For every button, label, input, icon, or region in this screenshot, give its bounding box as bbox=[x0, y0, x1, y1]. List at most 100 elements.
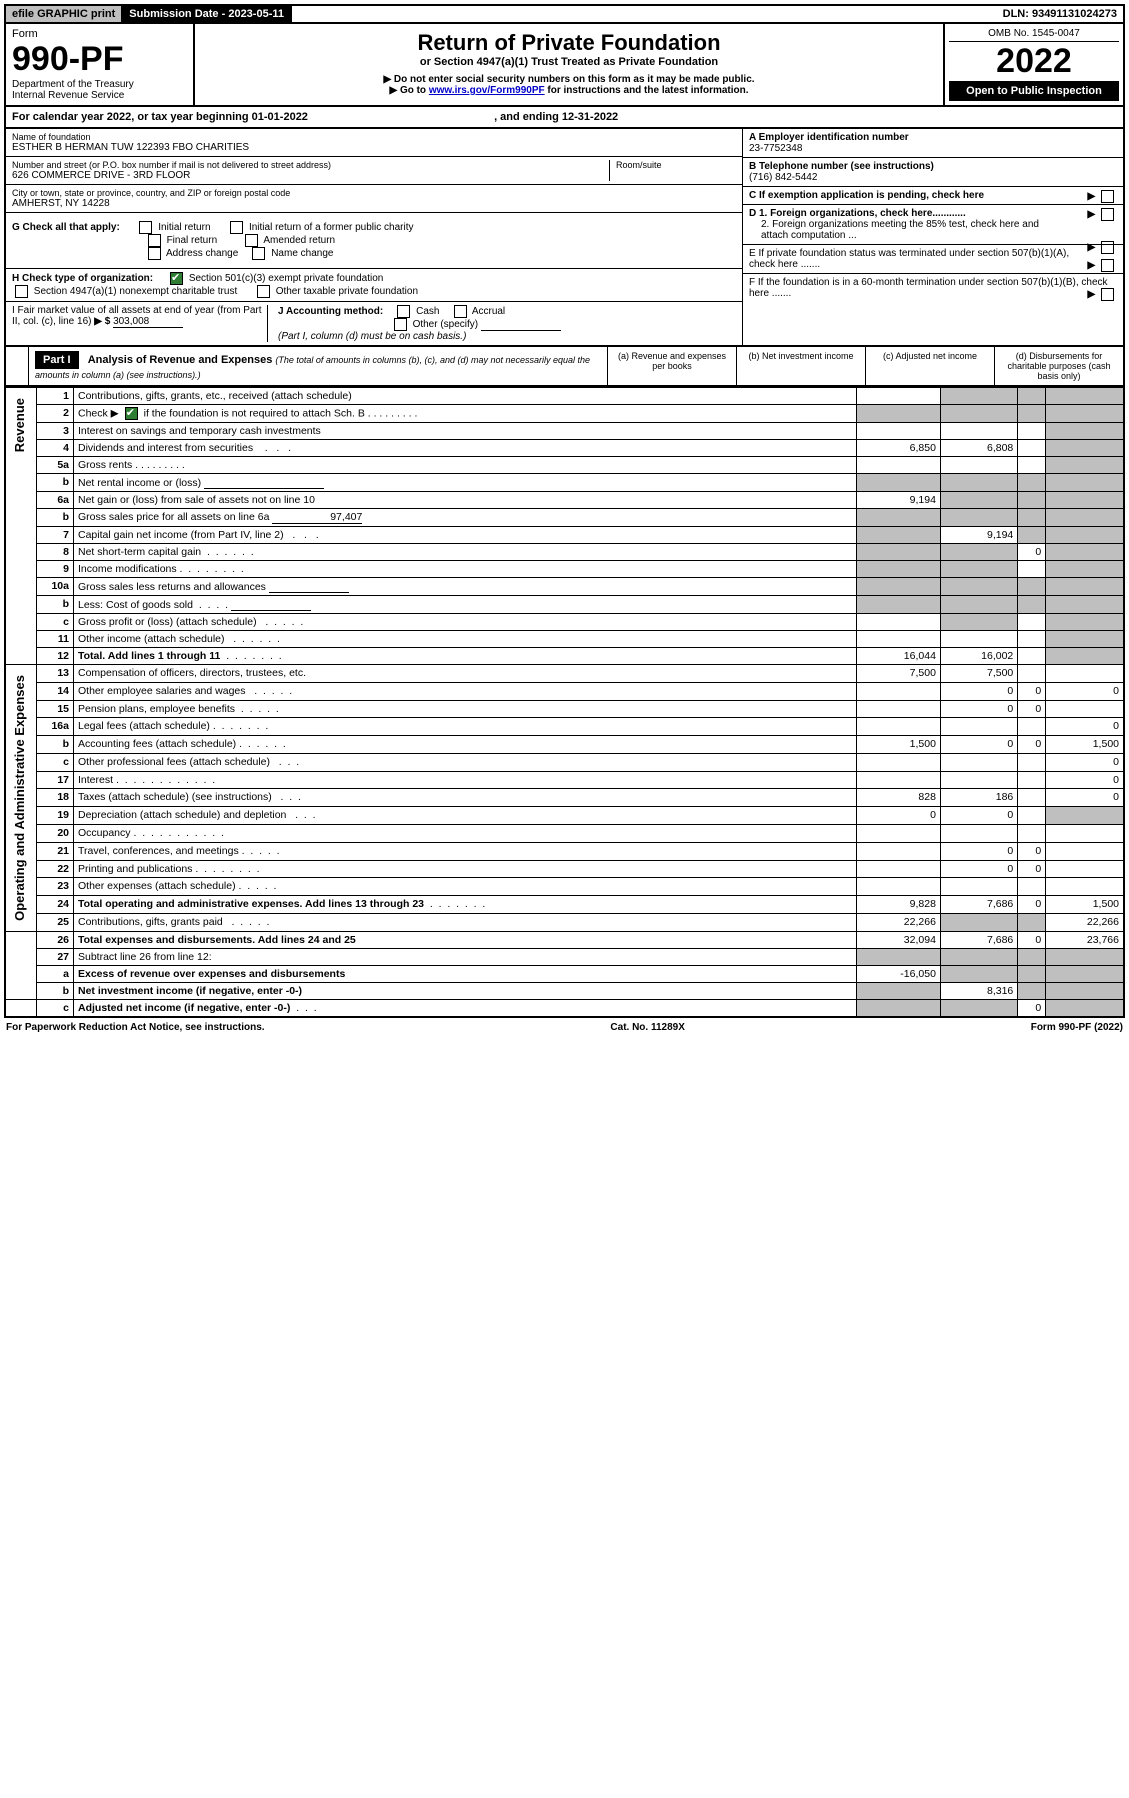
address-change-checkbox[interactable] bbox=[148, 247, 161, 260]
d1-label: D 1. Foreign organizations, check here..… bbox=[749, 208, 966, 219]
l4-a: 6,850 bbox=[856, 440, 940, 457]
note2-b: for instructions and the latest informat… bbox=[545, 85, 749, 96]
g-opt-2: Final return bbox=[167, 235, 218, 246]
form-number: 990-PF bbox=[12, 40, 187, 79]
table-row: 10aGross sales less returns and allowanc… bbox=[5, 578, 1124, 596]
c-label: C If exemption application is pending, c… bbox=[749, 190, 984, 201]
top-bar: efile GRAPHIC print Submission Date - 20… bbox=[4, 4, 1125, 24]
60month-checkbox[interactable] bbox=[1101, 288, 1114, 301]
subdate-value: 2023-05-11 bbox=[228, 8, 284, 20]
cal-text-b: , and ending bbox=[494, 111, 562, 123]
col-d-header: (d) Disbursements for charitable purpose… bbox=[994, 347, 1123, 385]
l5a-desc: Gross rents bbox=[78, 459, 132, 471]
l13-a: 7,500 bbox=[856, 665, 940, 683]
open-inspection: Open to Public Inspection bbox=[949, 81, 1119, 101]
ein-value: 23-7752348 bbox=[749, 143, 802, 154]
g-label: G Check all that apply: bbox=[12, 222, 120, 233]
l25-desc: Contributions, gifts, grants paid bbox=[78, 916, 223, 928]
dln: DLN: 93491131024273 bbox=[997, 6, 1123, 22]
l2-check-text: Check ▶ bbox=[78, 407, 119, 419]
dots: . . . . . . . . . bbox=[368, 407, 418, 419]
l16c-d: 0 bbox=[1046, 753, 1124, 771]
l11-desc: Other income (attach schedule) bbox=[78, 633, 225, 645]
l18-a: 828 bbox=[856, 789, 940, 807]
l25-a: 22,266 bbox=[856, 913, 940, 931]
l27b-desc: Net investment income (if negative, ente… bbox=[78, 985, 302, 997]
page-footer: For Paperwork Reduction Act Notice, see … bbox=[4, 1018, 1125, 1037]
addr-label: Number and street (or P.O. box number if… bbox=[12, 160, 609, 170]
l8-desc: Net short-term capital gain bbox=[78, 546, 201, 558]
final-return-checkbox[interactable] bbox=[148, 234, 161, 247]
name-label: Name of foundation bbox=[12, 132, 736, 142]
section-4947-checkbox[interactable] bbox=[15, 285, 28, 298]
schb-not-required-checkbox[interactable] bbox=[125, 407, 138, 420]
dln-value: 93491131024273 bbox=[1032, 8, 1117, 20]
col-a-header: (a) Revenue and expenses per books bbox=[607, 347, 736, 385]
l16b-a: 1,500 bbox=[856, 736, 940, 754]
f-cell: F If the foundation is in a 60-month ter… bbox=[743, 274, 1123, 302]
name-change-checkbox[interactable] bbox=[252, 247, 265, 260]
operating-category: Operating and Administrative Expenses bbox=[10, 667, 29, 929]
cal-text-a: For calendar year 2022, or tax year begi… bbox=[12, 111, 252, 123]
city-cell: City or town, state or province, country… bbox=[6, 185, 742, 213]
l12-a: 16,044 bbox=[856, 648, 940, 665]
l16b-d: 1,500 bbox=[1046, 736, 1124, 754]
l12-b: 16,002 bbox=[940, 648, 1017, 665]
table-row: bAccounting fees (attach schedule) . . .… bbox=[5, 736, 1124, 754]
l27b-b: 8,316 bbox=[940, 982, 1017, 999]
table-row: 22Printing and publications . . . . . . … bbox=[5, 860, 1124, 878]
table-row: Revenue 1Contributions, gifts, grants, e… bbox=[5, 388, 1124, 405]
table-row: 15Pension plans, employee benefits . . .… bbox=[5, 700, 1124, 718]
accrual-checkbox[interactable] bbox=[454, 305, 467, 318]
form-header: Form 990-PF Department of the Treasury I… bbox=[4, 24, 1125, 107]
initial-return-checkbox[interactable] bbox=[139, 221, 152, 234]
phone-label: B Telephone number (see instructions) bbox=[749, 161, 934, 172]
l19-b: 0 bbox=[940, 807, 1017, 825]
l27a-a: -16,050 bbox=[856, 965, 940, 982]
tax-year: 2022 bbox=[949, 42, 1119, 81]
form-id-block: Form 990-PF Department of the Treasury I… bbox=[6, 24, 195, 105]
h-label: H Check type of organization: bbox=[12, 273, 153, 284]
h-check-row: H Check type of organization: Section 50… bbox=[6, 269, 742, 302]
room-label: Room/suite bbox=[616, 160, 736, 170]
section-501c3-checkbox[interactable] bbox=[170, 272, 183, 285]
l7-desc: Capital gain net income (from Part IV, l… bbox=[78, 529, 284, 541]
subdate-label: Submission Date - bbox=[129, 8, 228, 20]
table-row: 25Contributions, gifts, grants paid . . … bbox=[5, 913, 1124, 931]
l24-desc: Total operating and administrative expen… bbox=[78, 898, 424, 910]
l26-b: 7,686 bbox=[940, 931, 1017, 948]
initial-former-checkbox[interactable] bbox=[230, 221, 243, 234]
g-opt-0: Initial return bbox=[158, 222, 210, 233]
amended-return-checkbox[interactable] bbox=[245, 234, 258, 247]
l6a-a: 9,194 bbox=[856, 492, 940, 509]
dots: . . . . . . . . . bbox=[132, 459, 185, 471]
g-opt-1: Initial return of a former public charit… bbox=[249, 222, 414, 233]
table-row: bGross sales price for all assets on lin… bbox=[5, 509, 1124, 527]
exemption-pending-checkbox[interactable] bbox=[1101, 190, 1114, 203]
table-row: 3Interest on savings and temporary cash … bbox=[5, 423, 1124, 440]
other-method-checkbox[interactable] bbox=[394, 318, 407, 331]
e-label: E If private foundation status was termi… bbox=[749, 248, 1069, 270]
l21-c: 0 bbox=[1018, 842, 1046, 860]
l16b-b: 0 bbox=[940, 736, 1017, 754]
cash-checkbox[interactable] bbox=[397, 305, 410, 318]
form-subtitle: or Section 4947(a)(1) Trust Treated as P… bbox=[203, 56, 935, 68]
l14-c: 0 bbox=[1018, 682, 1046, 700]
efile-print-button[interactable]: efile GRAPHIC print bbox=[6, 6, 123, 22]
l14-d: 0 bbox=[1046, 682, 1124, 700]
table-row: cGross profit or (loss) (attach schedule… bbox=[5, 614, 1124, 631]
table-row: 24Total operating and administrative exp… bbox=[5, 896, 1124, 914]
l25-d: 22,266 bbox=[1046, 913, 1124, 931]
other-taxable-checkbox[interactable] bbox=[257, 285, 270, 298]
form990pf-link[interactable]: www.irs.gov/Form990PF bbox=[429, 85, 545, 96]
phone-value: (716) 842-5442 bbox=[749, 172, 817, 183]
status-terminated-checkbox[interactable] bbox=[1101, 259, 1114, 272]
foreign-85pct-checkbox[interactable] bbox=[1101, 241, 1114, 254]
l18-desc: Taxes (attach schedule) (see instruction… bbox=[78, 791, 272, 803]
l21-desc: Travel, conferences, and meetings bbox=[78, 845, 239, 857]
l8-c: 0 bbox=[1018, 544, 1046, 561]
table-row: 19Depreciation (attach schedule) and dep… bbox=[5, 807, 1124, 825]
foreign-org-checkbox[interactable] bbox=[1101, 208, 1114, 221]
table-row: 9Income modifications . . . . . . . . bbox=[5, 561, 1124, 578]
part1-title: Analysis of Revenue and Expenses bbox=[88, 354, 273, 366]
